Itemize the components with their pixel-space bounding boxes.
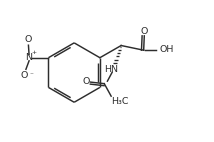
Text: H₃C: H₃C	[111, 97, 129, 106]
Text: HN: HN	[104, 65, 118, 74]
Text: +: +	[31, 50, 36, 55]
Text: ⁻: ⁻	[30, 73, 34, 79]
Text: O: O	[21, 71, 28, 80]
Text: N: N	[25, 53, 33, 62]
Text: OH: OH	[159, 45, 174, 54]
Text: O: O	[141, 27, 148, 36]
Text: O: O	[82, 77, 90, 86]
Text: O: O	[25, 35, 32, 44]
